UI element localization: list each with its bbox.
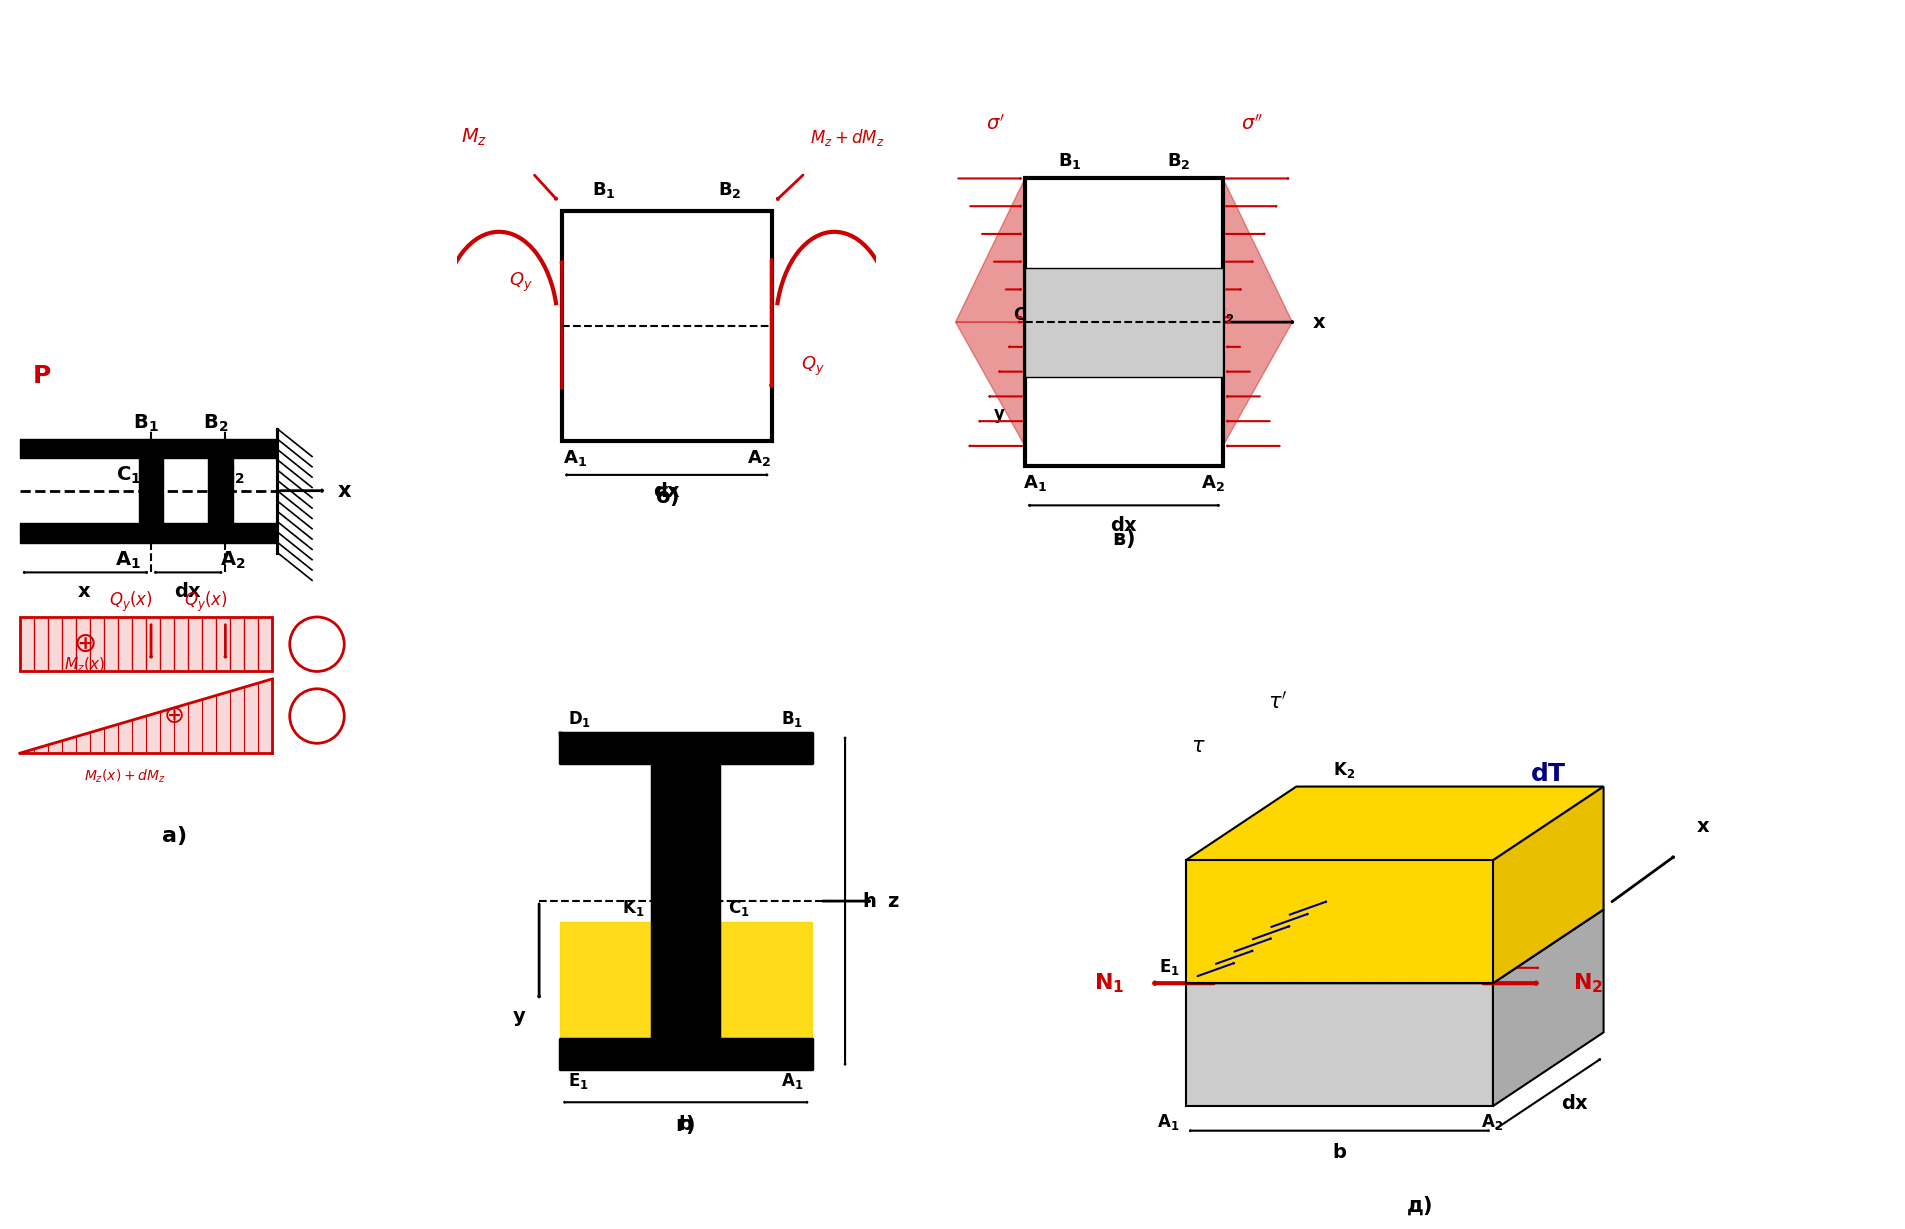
Text: $M_z$: $M_z$ — [461, 127, 488, 147]
Text: $\mathbf{dx}$: $\mathbf{dx}$ — [653, 482, 680, 501]
Circle shape — [290, 617, 345, 671]
Text: $\sigma'$: $\sigma'$ — [985, 114, 1004, 134]
Bar — [1025, 178, 1223, 466]
Text: $Q_y$: $Q_y$ — [307, 633, 328, 656]
Text: $Q_y$: $Q_y$ — [800, 354, 825, 377]
Text: $\mathbf{E_1}$: $\mathbf{E_1}$ — [1158, 957, 1179, 977]
Text: $\mathbf{B_1}$: $\mathbf{B_1}$ — [781, 709, 804, 729]
Polygon shape — [1185, 983, 1494, 1106]
Text: $\mathbf{C_2}$: $\mathbf{C_2}$ — [1213, 305, 1234, 324]
Text: $\mathbf{dx}$: $\mathbf{dx}$ — [1111, 516, 1137, 535]
Bar — [1025, 268, 1223, 376]
Text: $\mathbf{B_1}$: $\mathbf{B_1}$ — [592, 181, 615, 200]
Text: $\mathbf{x}$: $\mathbf{x}$ — [76, 583, 91, 601]
Text: $\oplus$: $\oplus$ — [72, 630, 95, 659]
Text: $\mathbf{C_1}$: $\mathbf{C_1}$ — [728, 898, 749, 918]
Polygon shape — [1223, 322, 1292, 446]
Text: $\mathbf{B_2}$: $\mathbf{B_2}$ — [718, 181, 741, 200]
Text: $\mathbf{x}$: $\mathbf{x}$ — [1695, 817, 1711, 836]
Text: $\mathbf{K_2}$: $\mathbf{K_2}$ — [1334, 761, 1354, 780]
Text: $\mathbf{A_1}$: $\mathbf{A_1}$ — [1023, 473, 1046, 493]
Circle shape — [290, 688, 345, 744]
Text: $\mathbf{C_1}$: $\mathbf{C_1}$ — [1013, 305, 1034, 324]
Text: $\oplus$: $\oplus$ — [164, 704, 183, 728]
Text: $\mathbf{K_1}$: $\mathbf{K_1}$ — [1234, 834, 1257, 854]
Text: $M_z(x)$: $M_z(x)$ — [65, 655, 105, 673]
Text: $\mathbf{dx}$: $\mathbf{dx}$ — [173, 583, 202, 601]
Text: $\mathbf{C_2}$: $\mathbf{C_2}$ — [221, 465, 246, 485]
Text: $\mathbf{z}$: $\mathbf{z}$ — [888, 891, 899, 911]
Text: $\mathbf{A_1}$: $\mathbf{A_1}$ — [1156, 1112, 1179, 1132]
Text: $\mathbf{B_1}$: $\mathbf{B_1}$ — [133, 413, 158, 434]
Text: $M_z(x)+dM_z$: $M_z(x)+dM_z$ — [84, 768, 166, 785]
Text: $\mathbf{b}$: $\mathbf{b}$ — [678, 1115, 693, 1134]
Text: $\mathbf{г)}$: $\mathbf{г)}$ — [676, 1112, 695, 1136]
Text: $\mathbf{A_2}$: $\mathbf{A_2}$ — [1202, 473, 1225, 493]
Text: $Q_y(x)$: $Q_y(x)$ — [183, 590, 227, 614]
Polygon shape — [1185, 787, 1604, 860]
Text: $\mathbf{A_1}$: $\mathbf{A_1}$ — [562, 447, 587, 468]
Polygon shape — [1185, 860, 1494, 983]
Text: $\mathbf{E_1}$: $\mathbf{E_1}$ — [568, 1070, 589, 1091]
Text: $\mathbf{A_2}$: $\mathbf{A_2}$ — [1480, 1112, 1503, 1132]
Text: $\tau$: $\tau$ — [1191, 736, 1206, 756]
Text: $M_z+dM_z$: $M_z+dM_z$ — [810, 127, 884, 147]
Polygon shape — [956, 322, 1025, 446]
Text: $\tau'$: $\tau'$ — [1269, 691, 1288, 713]
Text: $\mathbf{б)}$: $\mathbf{б)}$ — [655, 484, 678, 509]
Text: $\mathbf{в)}$: $\mathbf{в)}$ — [1113, 527, 1135, 549]
Text: $\mathbf{C_1}$: $\mathbf{C_1}$ — [1463, 951, 1484, 971]
Polygon shape — [956, 178, 1025, 322]
Polygon shape — [1185, 909, 1604, 983]
Text: $\mathbf{A_2}$: $\mathbf{A_2}$ — [747, 447, 772, 468]
Text: $\mathbf{C_2}$: $\mathbf{C_2}$ — [1579, 878, 1600, 897]
Text: $\mathbf{P}$: $\mathbf{P}$ — [32, 364, 51, 388]
Text: $\mathbf{д)}$: $\mathbf{д)}$ — [1406, 1195, 1433, 1217]
Text: $\mathbf{x}$: $\mathbf{x}$ — [337, 481, 352, 500]
Polygon shape — [1494, 787, 1604, 983]
Text: $\mathbf{x}$: $\mathbf{x}$ — [1313, 312, 1326, 332]
Bar — [562, 211, 772, 441]
Text: $\mathbf{C_1}$: $\mathbf{C_1}$ — [116, 465, 141, 485]
Text: $\mathbf{A_1}$: $\mathbf{A_1}$ — [781, 1070, 804, 1091]
Text: $\mathbf{y}$: $\mathbf{y}$ — [993, 407, 1006, 425]
Text: $\mathbf{B_2}$: $\mathbf{B_2}$ — [202, 413, 229, 434]
Text: $\mathbf{B_2}$: $\mathbf{B_2}$ — [1166, 151, 1191, 171]
Text: $\mathbf{h}$: $\mathbf{h}$ — [861, 891, 876, 911]
Polygon shape — [1223, 178, 1292, 322]
Text: $\mathbf{A_2}$: $\mathbf{A_2}$ — [221, 551, 246, 571]
Text: $Q_y(x)$: $Q_y(x)$ — [109, 590, 152, 614]
Text: $\mathbf{N_2}$: $\mathbf{N_2}$ — [1574, 971, 1604, 995]
Text: $M_z$: $M_z$ — [305, 705, 328, 726]
Text: $\mathbf{y}$: $\mathbf{y}$ — [512, 1009, 526, 1027]
Text: $\mathbf{B_1}$: $\mathbf{B_1}$ — [1057, 151, 1082, 171]
Text: $\mathbf{dT}$: $\mathbf{dT}$ — [1530, 762, 1566, 787]
Text: $\mathbf{N_1}$: $\mathbf{N_1}$ — [1093, 971, 1124, 995]
Text: $\sigma''$: $\sigma''$ — [1242, 114, 1265, 134]
Text: $\mathbf{а)}$: $\mathbf{а)}$ — [160, 825, 187, 847]
Text: $\mathbf{K_1}$: $\mathbf{K_1}$ — [621, 898, 644, 918]
Text: $\mathbf{b}$: $\mathbf{b}$ — [1332, 1143, 1347, 1161]
Text: $\mathbf{dx}$: $\mathbf{dx}$ — [1560, 1094, 1589, 1112]
Text: $\mathbf{D_1}$: $\mathbf{D_1}$ — [568, 709, 592, 729]
Text: $Q_y$: $Q_y$ — [509, 270, 533, 294]
Text: $\mathbf{A_1}$: $\mathbf{A_1}$ — [114, 551, 141, 571]
Bar — [19, 617, 272, 671]
Polygon shape — [1494, 909, 1604, 1106]
